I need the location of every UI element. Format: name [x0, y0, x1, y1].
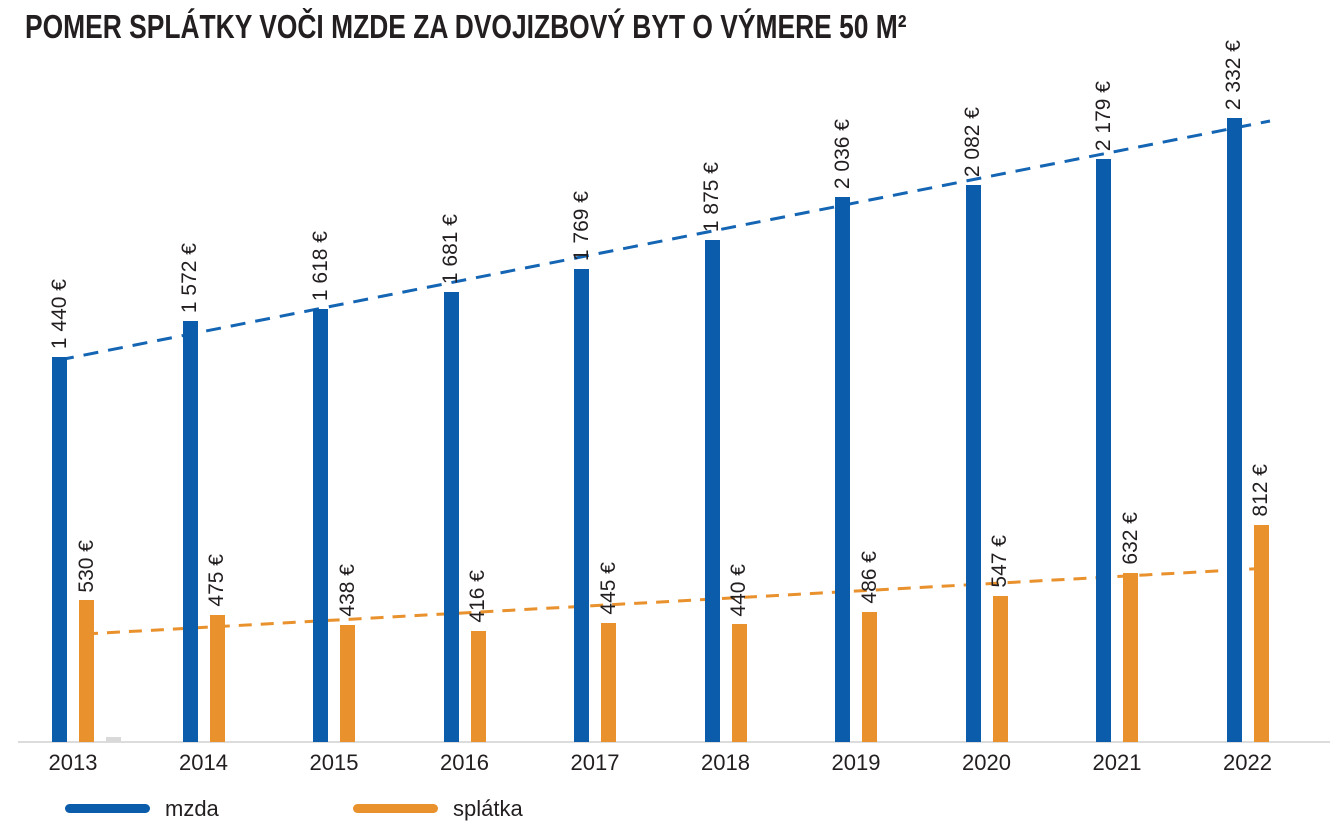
- splatka-bar: [340, 624, 355, 742]
- splatka-value-label: 486 €: [857, 551, 881, 604]
- splatka-value-label: 547 €: [988, 535, 1011, 588]
- splatka-value-label: 632 €: [1118, 512, 1142, 565]
- splatka-value-label: 475 €: [205, 554, 228, 607]
- mzda-value-label: 1 440 €: [47, 278, 71, 349]
- splatka-value-label: 445 €: [596, 562, 620, 615]
- mzda-bar: [182, 321, 198, 742]
- year-label: 2018: [701, 750, 750, 775]
- year-label: 2019: [831, 750, 881, 775]
- mzda-trendline: [58, 119, 1271, 362]
- splatka-bar: [862, 611, 877, 742]
- gray-stub: [106, 737, 121, 742]
- splatka-value-label: 416 €: [466, 570, 489, 623]
- splatka-bar: [731, 624, 747, 742]
- mzda-bar: [52, 356, 67, 742]
- mzda-bar: [443, 292, 459, 742]
- splatka-value-label: 438 €: [335, 564, 359, 617]
- mzda-bar: [965, 184, 981, 742]
- year-label: 2017: [570, 750, 620, 775]
- legend-splatka-swatch: [353, 804, 438, 813]
- mzda-value-label: 1 572 €: [178, 243, 201, 314]
- year-label: 2021: [1092, 750, 1142, 775]
- mzda-bar: [574, 268, 589, 742]
- chart-title: POMER SPLÁTKY VOČI MZDE ZA DVOJIZBOVÝ BY…: [25, 8, 907, 45]
- splatka-bar: [1253, 524, 1269, 742]
- mzda-value-label: 2 332 €: [1222, 39, 1245, 110]
- year-label: 2022: [1223, 750, 1272, 775]
- mzda-value-label: 1 681 €: [439, 214, 462, 285]
- splatka-value-label: 440 €: [727, 563, 750, 617]
- mzda-bar: [1096, 158, 1111, 742]
- splatka-bar: [1123, 572, 1138, 742]
- mzda-bar: [1226, 117, 1242, 742]
- splatka-trendline: [84, 566, 1271, 636]
- splatka-value-label: 530 €: [74, 539, 98, 593]
- mzda-value-label: 2 179 €: [1091, 80, 1115, 151]
- mzda-bar: [835, 197, 850, 742]
- mzda-value-label: 1 618 €: [308, 230, 332, 302]
- splatka-bar: [79, 600, 94, 742]
- year-label: 2016: [440, 750, 489, 775]
- mzda-value-label: 1 875 €: [700, 162, 723, 233]
- legend-mzda-swatch: [65, 804, 150, 813]
- mzda-bar: [313, 309, 328, 742]
- mzda-bar: [704, 240, 720, 742]
- mzda-value-label: 2 082 €: [961, 106, 984, 177]
- year-label: 2014: [179, 750, 228, 775]
- splatka-value-label: 812 €: [1249, 464, 1272, 517]
- splatka-bar: [601, 622, 616, 742]
- year-label: 2015: [309, 750, 359, 775]
- year-label: 2020: [962, 750, 1011, 775]
- splatka-bar: [992, 595, 1008, 742]
- splatka-bar: [470, 630, 486, 742]
- splatka-bar: [209, 614, 225, 742]
- legend-mzda-label: mzda: [165, 796, 219, 821]
- legend-splatka-label: splátka: [453, 796, 523, 821]
- mzda-value-label: 1 769 €: [569, 190, 593, 261]
- x-axis-line: [18, 741, 1330, 743]
- year-label: 2013: [48, 750, 98, 775]
- mzda-value-label: 2 036 €: [830, 119, 854, 190]
